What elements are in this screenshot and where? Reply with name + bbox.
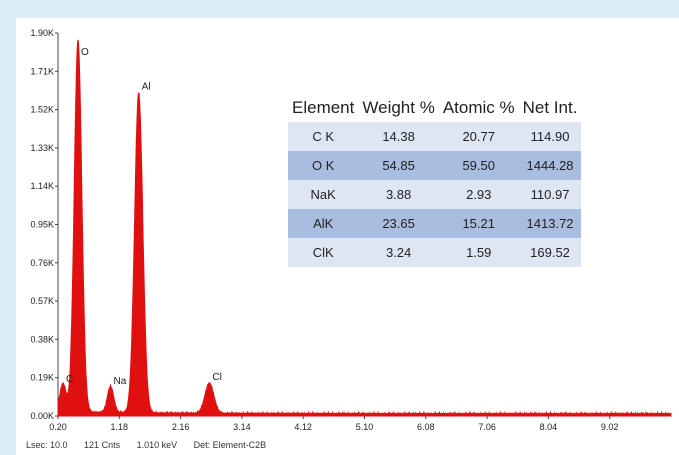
y-tick-label: 1.71K	[30, 66, 54, 76]
y-tick-label: 1.14K	[30, 181, 54, 191]
peak-label-na: Na	[114, 376, 127, 387]
spectrum-series	[57, 39, 672, 417]
x-tick-label: 9.02	[601, 422, 619, 432]
cell-weight: 3.88	[358, 180, 439, 209]
cell-weight: 14.38	[358, 122, 439, 151]
table-row: C K 14.38 20.77 114.90	[288, 122, 582, 151]
cell-netint: 114.90	[518, 122, 582, 151]
y-tick-label: 0.57K	[30, 296, 54, 306]
y-tick-label: 0.00K	[30, 411, 54, 421]
x-tick-label: 6.08	[417, 422, 435, 432]
cell-atomic: 20.77	[438, 122, 519, 151]
cell-atomic: 59.50	[438, 151, 519, 180]
cell-weight: 3.24	[358, 238, 439, 267]
y-tick-label: 1.52K	[30, 105, 54, 115]
y-tick-label: 0.19K	[30, 373, 54, 383]
header-netint: Net Int.	[518, 96, 582, 122]
cell-atomic: 15.21	[438, 209, 519, 238]
x-tick-label: 3.14	[233, 422, 251, 432]
cell-element: ClK	[288, 238, 359, 267]
y-tick-label: 1.33K	[30, 143, 54, 153]
composition-table: Element Weight % Atomic % Net Int. C K 1…	[288, 96, 582, 267]
cell-weight: 54.85	[358, 151, 439, 180]
cell-atomic: 2.93	[438, 180, 519, 209]
table-row: AlK 23.65 15.21 1413.72	[288, 209, 582, 238]
cell-element: NaK	[288, 180, 359, 209]
x-tick-label: 5.10	[356, 422, 374, 432]
cell-netint: 110.97	[518, 180, 582, 209]
status-detector: Det: Element-C2B	[193, 440, 267, 450]
table-row: NaK 3.88 2.93 110.97	[288, 180, 582, 209]
status-counts: 121 Cnts	[84, 440, 121, 450]
cell-element: O K	[288, 151, 359, 180]
status-lsec: Lsec: 10.0	[26, 440, 68, 450]
y-tick-label: 0.95K	[30, 220, 54, 230]
x-tick-label: 1.18	[111, 422, 129, 432]
x-tick-label: 8.04	[540, 422, 558, 432]
header-atomic: Atomic %	[438, 96, 519, 122]
y-tick-label: 0.76K	[30, 258, 54, 268]
status-kev: 1.010 keV	[136, 440, 178, 450]
peak-label-cl: Cl	[212, 372, 221, 383]
cell-netint: 1413.72	[518, 209, 582, 238]
status-bar: Lsec: 10.0 121 Cnts 1.010 keV Det: Eleme…	[26, 440, 280, 450]
peak-label-o: O	[81, 47, 89, 58]
x-tick-label: 0.20	[49, 422, 67, 432]
y-tick-label: 1.90K	[30, 28, 54, 38]
cell-weight: 23.65	[358, 209, 439, 238]
y-tick-label: 0.38K	[30, 334, 54, 344]
table-header-row: Element Weight % Atomic % Net Int.	[288, 96, 582, 122]
cell-atomic: 1.59	[438, 238, 519, 267]
header-weight: Weight %	[358, 96, 439, 122]
header-element: Element	[288, 96, 359, 122]
cell-netint: 169.52	[518, 238, 582, 267]
table-row: O K 54.85 59.50 1444.28	[288, 151, 582, 180]
cell-element: AlK	[288, 209, 359, 238]
x-tick-label: 4.12	[294, 422, 312, 432]
cell-element: C K	[288, 122, 359, 151]
peak-label-al: Al	[142, 81, 151, 92]
table-row: ClK 3.24 1.59 169.52	[288, 238, 582, 267]
eds-spectrum-chart: 0.00K 0.19K 0.38K 0.57K 0.76K 0.95K 1.14K 1.33K…	[30, 28, 672, 432]
peak-label-c: C	[66, 374, 73, 385]
x-tick-label: 2.16	[172, 422, 190, 432]
cell-netint: 1444.28	[518, 151, 582, 180]
spectrum-panel: 0.00K 0.19K 0.38K 0.57K 0.76K 0.95K 1.14K 1.33K…	[16, 18, 679, 455]
x-tick-label: 7.06	[478, 422, 496, 432]
